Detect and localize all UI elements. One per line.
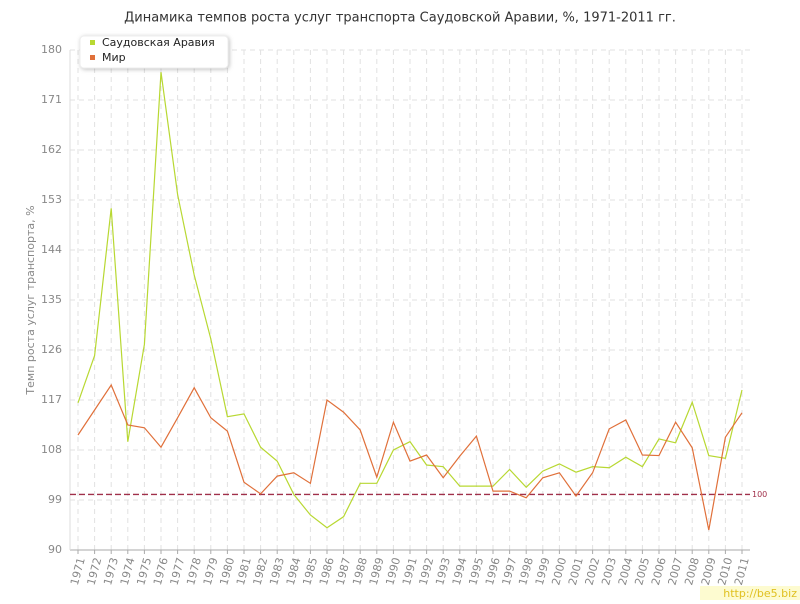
y-tick-label: 108 [41, 443, 62, 456]
watermark: http://be5.biz [723, 587, 797, 600]
reference-label: 100 [752, 490, 767, 499]
x-tick-label: 2011 [732, 556, 752, 586]
y-tick-label: 171 [41, 93, 62, 106]
legend-label: Саудовская Аравия [102, 36, 215, 49]
y-axis-title: Темп роста услуг транспорта, % [24, 205, 37, 395]
y-tick-label: 162 [41, 143, 62, 156]
y-tick-label: 135 [41, 293, 62, 306]
legend-box [79, 35, 229, 69]
y-tick-label: 126 [41, 343, 62, 356]
series-line [77, 72, 743, 529]
y-tick-label: 99 [48, 493, 62, 506]
legend-label: Мир [102, 51, 126, 64]
y-tick-label: 180 [41, 43, 62, 56]
y-tick-label: 144 [41, 243, 62, 256]
legend-swatch [90, 40, 95, 45]
y-tick-label: 117 [41, 393, 62, 406]
chart-title: Динамика темпов роста услуг транспорта С… [124, 11, 676, 26]
series-line [77, 383, 743, 531]
y-tick-label: 90 [48, 543, 62, 556]
y-tick-label: 153 [41, 193, 62, 206]
legend: Саудовская Аравия Мир [79, 35, 229, 69]
watermark-bg [700, 586, 800, 600]
legend-swatch [90, 55, 95, 60]
